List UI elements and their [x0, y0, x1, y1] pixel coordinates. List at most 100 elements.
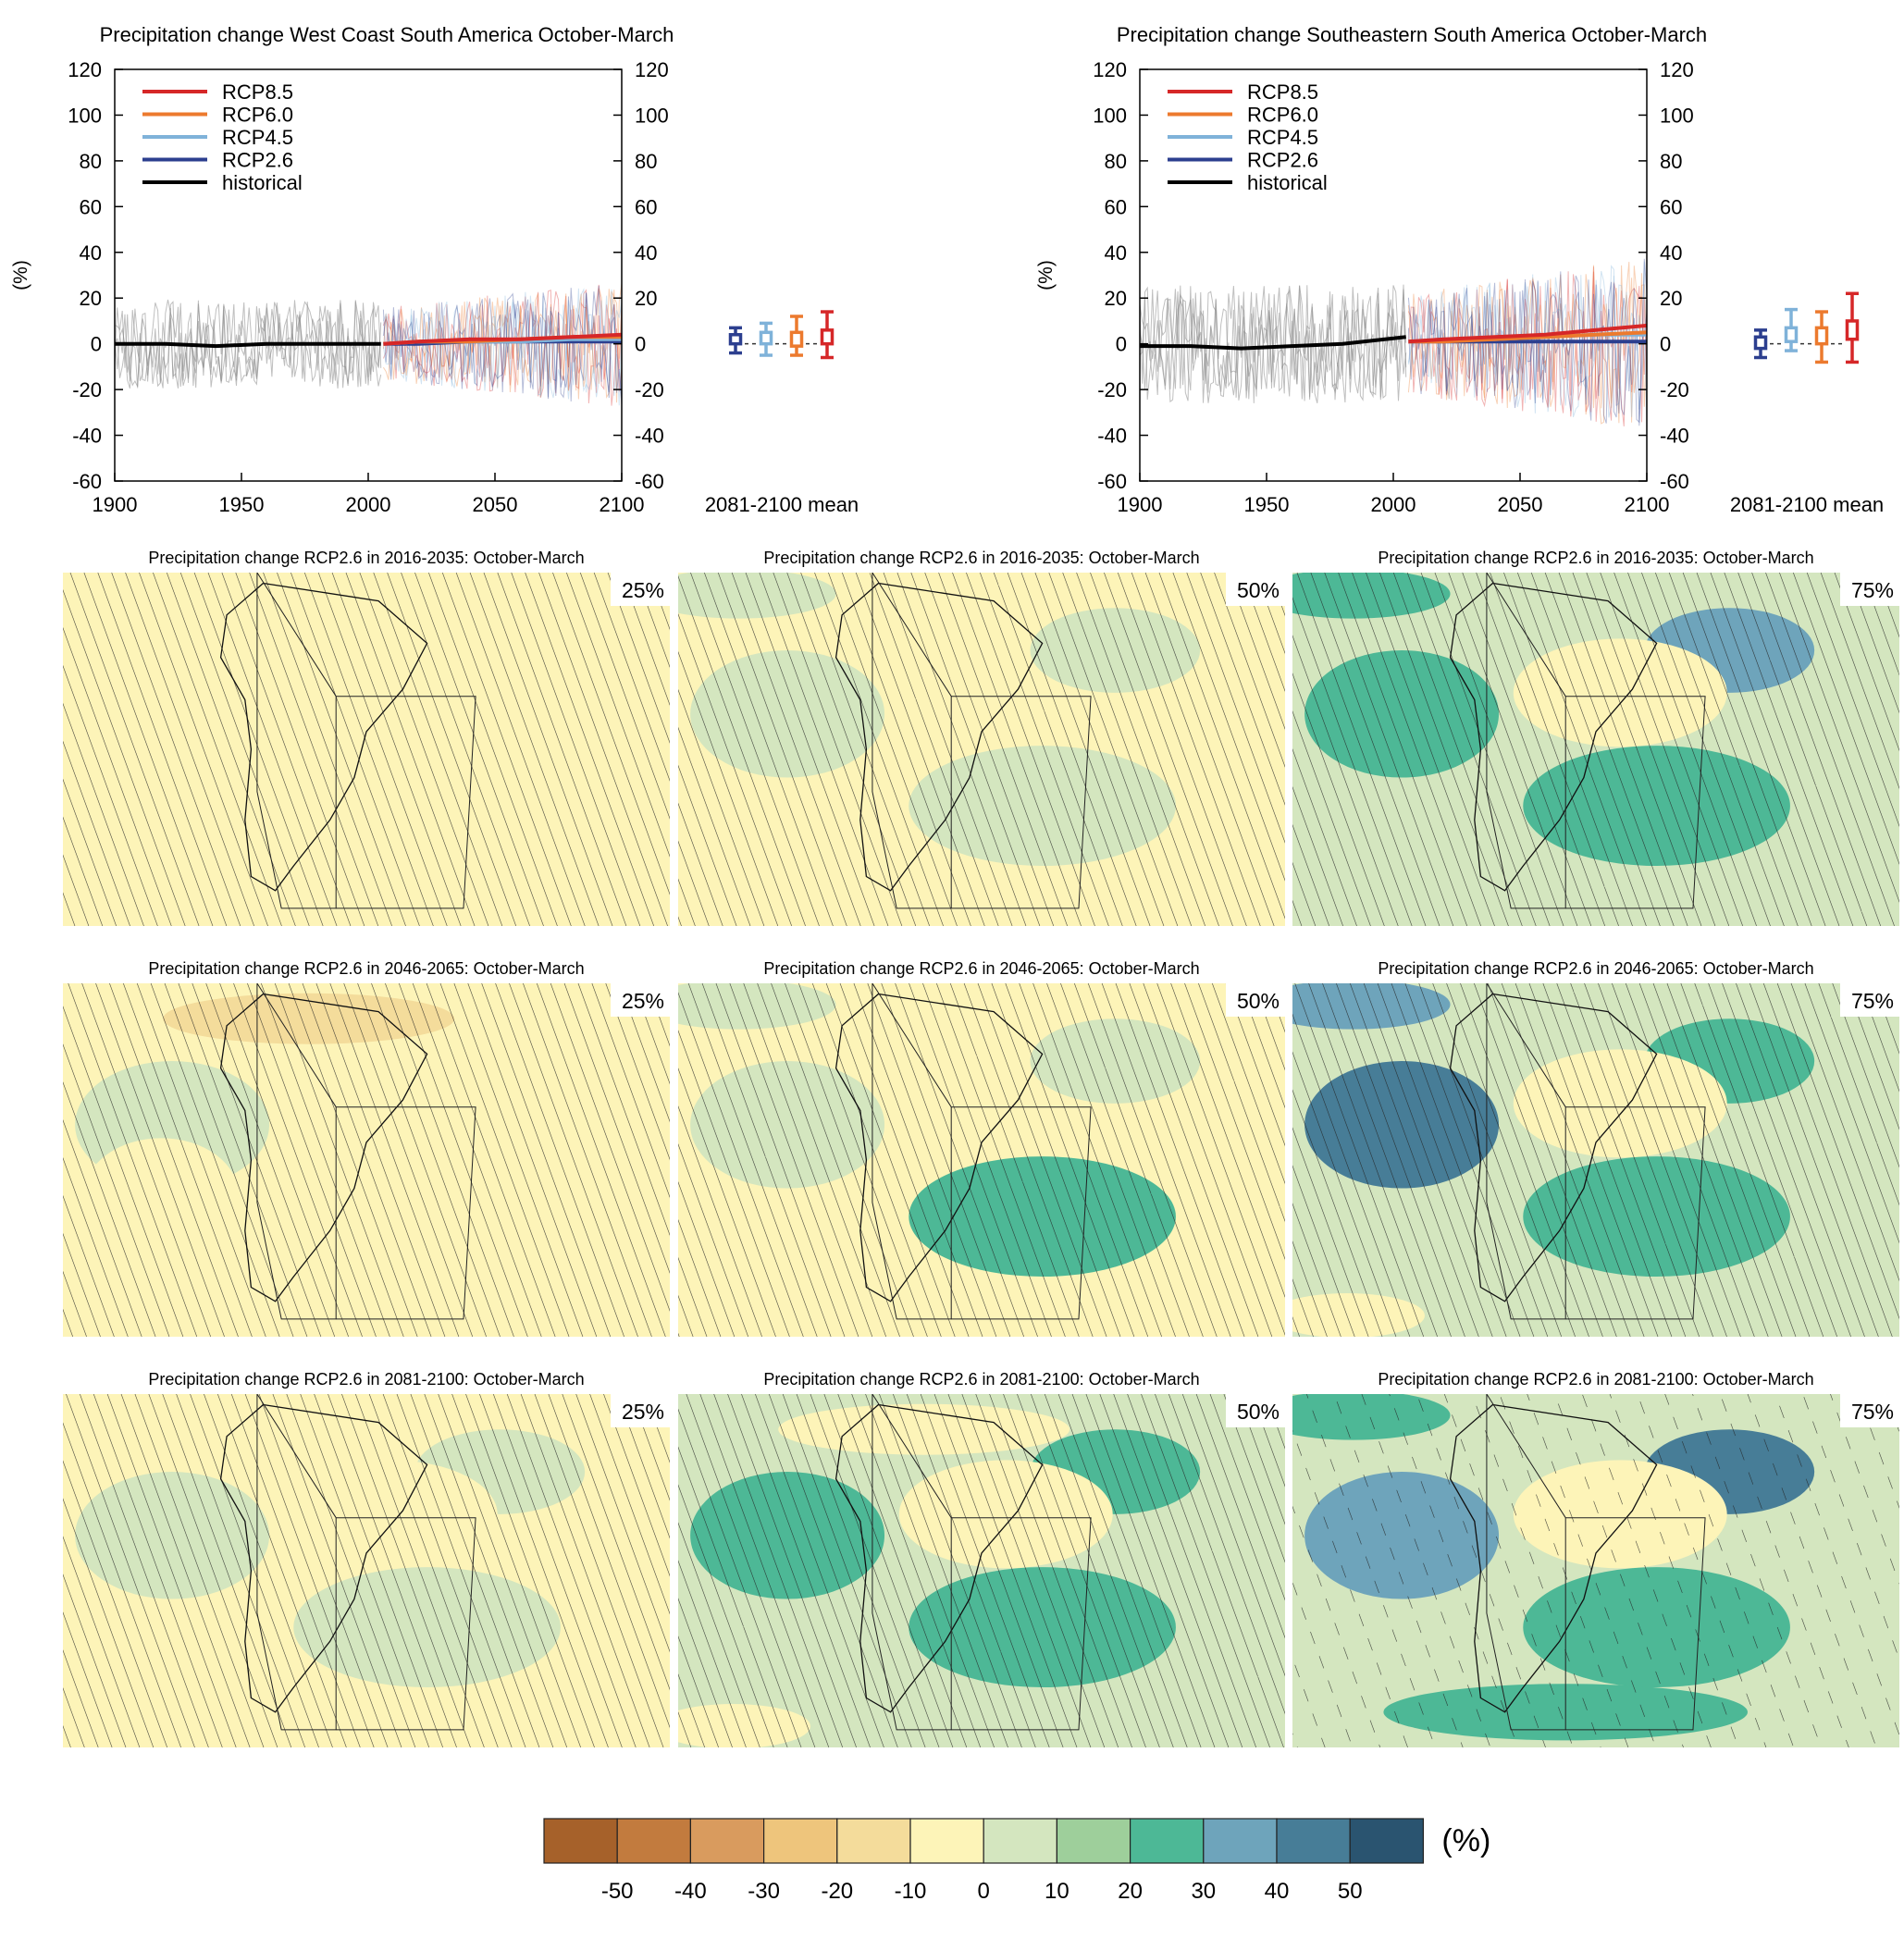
- southeastern-region-box: [951, 696, 1092, 909]
- significance-hatching: [63, 983, 670, 1337]
- map-title: Precipitation change RCP2.6 in 2046-2065…: [148, 959, 584, 978]
- series-line: [1408, 323, 1648, 344]
- map-field: 75%: [1292, 573, 1899, 926]
- y-axis-label: (%): [10, 260, 31, 290]
- y-tick-label: 40: [1105, 241, 1127, 265]
- x-tick-label: 2100: [1625, 493, 1670, 516]
- colorbar-tick-label: 0: [978, 1879, 990, 1904]
- y-tick-label: 20: [80, 287, 102, 310]
- significance-hatching: [1292, 1394, 1899, 1747]
- scenario-ensemble-line: [1407, 265, 1648, 417]
- map-panel: Precipitation change RCP2.6 in 2016-2035…: [63, 549, 670, 926]
- southeastern-region-box: [1565, 1106, 1706, 1320]
- x-tick-label: 2000: [346, 493, 391, 516]
- map-panel: Precipitation change RCP2.6 in 2046-2065…: [1292, 959, 1899, 1337]
- colorbar-swatch: [762, 1818, 838, 1864]
- series-line: [1408, 330, 1648, 344]
- y-tick-label: 100: [68, 104, 102, 127]
- y-tick-label-right: -40: [1660, 425, 1689, 448]
- southeastern-region-box: [336, 1517, 476, 1731]
- coastline: [1449, 582, 1658, 892]
- coastline: [219, 1403, 428, 1713]
- colorbar-tick-label: -50: [601, 1879, 634, 1904]
- x-tick-label: 1900: [1118, 493, 1163, 516]
- colorbar-tick-label: 10: [1045, 1879, 1069, 1904]
- timeseries-panel: Precipitation change Southeastern South …: [1035, 23, 1884, 516]
- percentile-label: 75%: [1851, 989, 1894, 1013]
- series-line: [115, 341, 381, 349]
- legend-label: RCP2.6: [222, 149, 293, 172]
- percentile-label-bg: [611, 1394, 670, 1427]
- plot-frame: [114, 68, 623, 482]
- significance-hatching: [678, 573, 1285, 926]
- chart-title: Precipitation change West Coast South Am…: [100, 23, 674, 46]
- y-tick-label: -60: [72, 470, 102, 493]
- scenario-ensemble-line: [382, 288, 623, 400]
- percentile-label-bg: [1226, 983, 1285, 1017]
- scenario-ensemble-line: [1407, 258, 1648, 426]
- percentile-label: 25%: [622, 989, 664, 1013]
- map-panel: Precipitation change RCP2.6 in 2016-2035…: [1292, 549, 1899, 926]
- map-field: 75%: [1292, 1394, 1899, 1747]
- significance-hatching: [678, 1394, 1285, 1747]
- series-line: [1140, 335, 1406, 351]
- colorbar-swatch: [1349, 1818, 1424, 1864]
- coastline: [219, 582, 428, 892]
- boxplot-box: [1845, 319, 1860, 341]
- legend-label: RCP4.5: [1247, 126, 1318, 149]
- map-field: 25%: [63, 573, 670, 926]
- y-tick-label-right: -60: [635, 470, 664, 493]
- west-coast-region-box: [872, 1394, 952, 1731]
- boxplot-box: [1784, 326, 1799, 343]
- y-tick-label: -60: [1097, 470, 1127, 493]
- series-line: [383, 332, 623, 346]
- y-tick-label: 120: [68, 58, 102, 81]
- colorbar-tick-label: -40: [674, 1879, 707, 1904]
- map-panel: Precipitation change RCP2.6 in 2081-2100…: [63, 1370, 670, 1747]
- y-tick-label: 120: [1093, 58, 1127, 81]
- colorbar-swatch: [836, 1818, 911, 1864]
- percentile-label-bg: [611, 983, 670, 1017]
- map-panel: Precipitation change RCP2.6 in 2046-2065…: [678, 959, 1285, 1337]
- legend-label: RCP2.6: [1247, 149, 1318, 172]
- y-tick-label: 80: [80, 150, 102, 173]
- scenario-ensemble-line: [382, 289, 623, 406]
- map-field: 50%: [678, 983, 1285, 1337]
- significance-hatching: [1292, 573, 1899, 926]
- west-coast-region-box: [1486, 983, 1566, 1320]
- colorbar-swatch: [1056, 1818, 1131, 1864]
- map-field: 25%: [63, 983, 670, 1337]
- colorbar-swatch: [909, 1818, 984, 1864]
- y-tick-label-right: 60: [1660, 195, 1682, 218]
- y-tick-label: 0: [1116, 333, 1127, 356]
- y-tick-label-right: 120: [1660, 58, 1694, 81]
- southeastern-region-box: [336, 696, 476, 909]
- scenario-ensemble-line: [1407, 261, 1648, 420]
- significance-hatching: [678, 983, 1285, 1337]
- scenario-ensemble-line: [382, 291, 623, 405]
- colorbar-tick-label: 20: [1118, 1879, 1143, 1904]
- y-tick-label-right: 20: [1660, 287, 1682, 310]
- southeastern-region-box: [951, 1517, 1092, 1731]
- colorbar-swatch: [1203, 1818, 1278, 1864]
- y-tick-label: 40: [80, 241, 102, 265]
- percentile-label: 50%: [1237, 1400, 1280, 1424]
- map-title: Precipitation change RCP2.6 in 2016-2035…: [1378, 549, 1813, 567]
- colorbar-swatch: [983, 1818, 1057, 1864]
- ensemble-envelope: [114, 283, 623, 406]
- percentile-label: 25%: [622, 1400, 664, 1424]
- coastline: [219, 993, 428, 1302]
- y-axis-label: (%): [1035, 260, 1057, 290]
- y-tick-label: -40: [1097, 425, 1127, 448]
- y-tick-label-right: 0: [1660, 333, 1671, 356]
- boxplot-box: [1753, 335, 1768, 351]
- percentile-label-bg: [611, 573, 670, 606]
- boxplot-box: [789, 330, 804, 348]
- boxplot-box: [728, 333, 743, 346]
- west-coast-region-box: [256, 573, 337, 909]
- y-tick-label: -20: [1097, 378, 1127, 401]
- x-tick-label: 2100: [600, 493, 645, 516]
- map-title: Precipitation change RCP2.6 in 2081-2100…: [148, 1370, 584, 1389]
- colorbar-swatch: [689, 1818, 765, 1864]
